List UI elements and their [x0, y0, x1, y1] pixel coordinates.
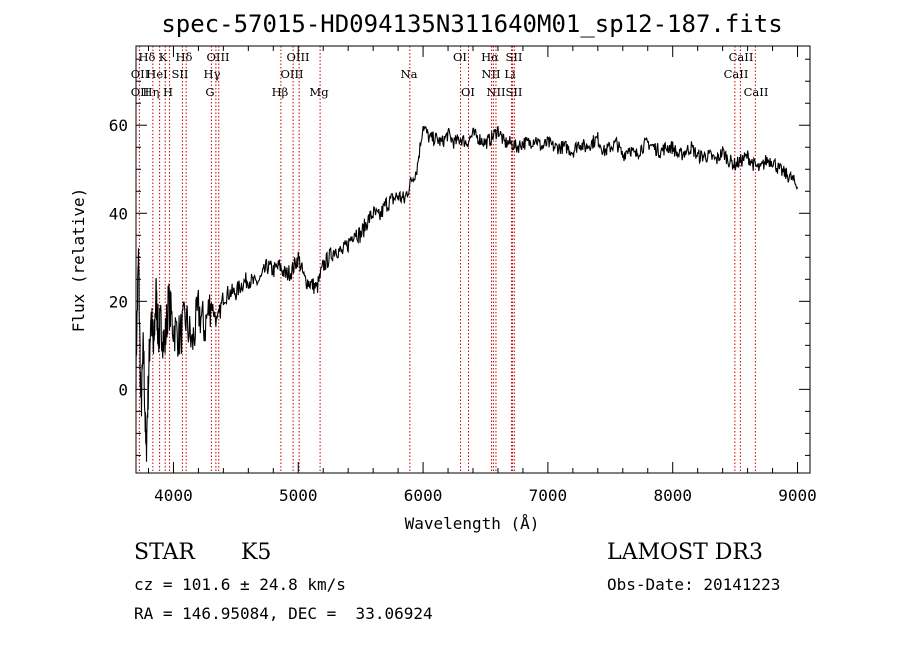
- spectral-line-label: Mg: [309, 85, 329, 99]
- spectral-line-label: OII: [131, 85, 150, 99]
- x-tick-label: 4000: [154, 486, 193, 505]
- spectral-line-label: Hδ: [139, 50, 156, 64]
- y-tick-label: 20: [109, 292, 128, 311]
- spectral-line-label: Li: [504, 67, 516, 81]
- spectral-line-label: H: [163, 85, 173, 99]
- spectral-line-label: OIII: [280, 67, 303, 81]
- spectral-line-label: Hγ: [204, 67, 221, 81]
- y-axis-label: Flux (relative): [69, 188, 88, 333]
- axis-tick-labels: 4000 5000 6000 7000 8000 9000 0 20 40 60: [109, 116, 817, 505]
- object-class: STAR: [134, 540, 195, 565]
- x-tick-label: 9000: [778, 486, 817, 505]
- spectral-line-label: NII: [486, 85, 505, 99]
- x-tick-label: 5000: [279, 486, 318, 505]
- spectral-line-label: Hα: [481, 50, 499, 64]
- plot-frame: [135, 45, 811, 474]
- x-axis-label: Wavelength (Å): [405, 514, 540, 533]
- spectral-line-label: Hβ: [272, 85, 289, 99]
- spectral-line-label: SII: [506, 50, 523, 64]
- spectral-line-label: OIII: [206, 50, 229, 64]
- spectral-line-label: SII: [506, 85, 523, 99]
- spectral-line-labels: Hδ OII OII K HeI Hη Hδ SII H OIII Hγ G Hβ OIII OIII Mg N…: [131, 50, 769, 99]
- chart-title: spec-57015-HD094135N311640M01_sp12-187.f…: [161, 10, 782, 38]
- x-tick-label: 6000: [404, 486, 443, 505]
- spectrum-line: [135, 125, 799, 462]
- coordinates: RA = 146.95084, DEC = 33.06924: [134, 604, 433, 623]
- spectral-line-label: OI: [453, 50, 467, 64]
- y-tick-label: 0: [118, 380, 128, 399]
- y-tick-label: 40: [109, 204, 128, 223]
- spectral-line-label: HeI: [146, 67, 167, 81]
- spectral-line-label: G: [205, 85, 214, 99]
- spectral-line-label: NII: [481, 67, 500, 81]
- reference-lines: [138, 46, 756, 473]
- spectral-line-label: SII: [172, 67, 189, 81]
- spectral-line-label: CaII: [744, 85, 769, 99]
- x-tick-label: 8000: [653, 486, 692, 505]
- survey-name: LAMOST DR3: [607, 540, 763, 565]
- spectral-line-label: K: [159, 50, 168, 64]
- spectral-line-label: OIII: [286, 50, 309, 64]
- spectral-line-label: CaII: [724, 67, 749, 81]
- spectral-line-label: CaII: [729, 50, 754, 64]
- spectral-line-label: Hη: [143, 85, 160, 99]
- spectral-line-label: Na: [401, 67, 418, 81]
- y-tick-label: 60: [109, 116, 128, 135]
- redshift-value: cz = 101.6 ± 24.8 km/s: [134, 575, 346, 594]
- spectral-line-label: OII: [131, 67, 150, 81]
- spectral-line-label: Hδ: [176, 50, 193, 64]
- observation-date: Obs-Date: 20141223: [607, 575, 781, 594]
- axis-ticks: [136, 46, 810, 473]
- object-subclass: K5: [241, 540, 272, 565]
- spectral-line-label: OI: [461, 85, 475, 99]
- x-tick-label: 7000: [529, 486, 568, 505]
